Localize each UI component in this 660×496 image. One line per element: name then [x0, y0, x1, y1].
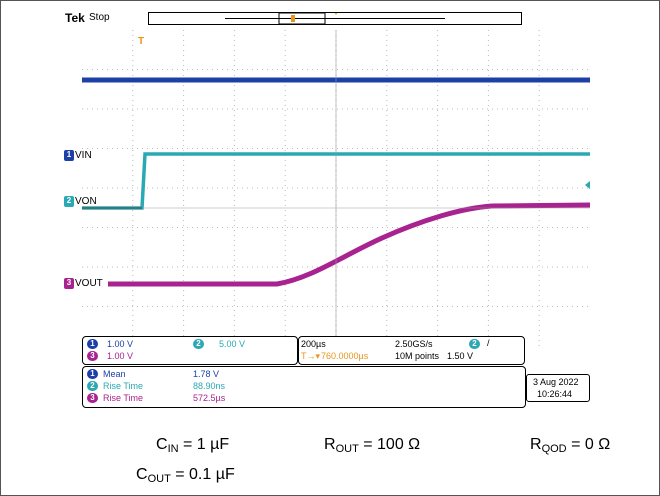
ch2-marker[interactable]: 2	[64, 196, 74, 207]
trigger-position-icon: T→▾	[301, 351, 321, 361]
cout-label: COUT = 0.1 µF	[136, 466, 235, 485]
meas2-badge: 2	[87, 381, 98, 391]
waveform-graticule[interactable]: T	[82, 30, 590, 346]
timing-panel: 200µs 2.50GS/s 2 / T→▾ 760.0000µs 10M po…	[298, 336, 525, 365]
time-value: 10:26:44	[537, 389, 573, 399]
meas3-name: Rise Time	[103, 393, 144, 403]
trigger-slope: /	[487, 338, 490, 348]
scope-header: Tek Stop	[62, 10, 592, 30]
trigger-position: 760.0000µs	[321, 351, 369, 361]
ch3-scale: 1.00 V	[107, 351, 134, 361]
ch3-badge: 3	[87, 351, 98, 361]
acquisition-state: Stop	[89, 12, 110, 23]
rqod-label: RQOD = 0 Ω	[530, 436, 611, 455]
trigger-level: 1.50 V	[447, 351, 474, 361]
record-length: 10M points	[395, 351, 440, 361]
waveform-display: T	[82, 30, 590, 346]
rout-label: ROUT = 100 Ω	[324, 436, 421, 455]
vout-label: VOUT	[75, 278, 103, 289]
ch1-marker[interactable]: 1	[64, 150, 74, 161]
measurements-panel: 1 Mean 1.78 V 2 Rise Time 88.90ns 3 Rise…	[82, 366, 526, 408]
vertical-settings-panel: 1 1.00 V 2 5.00 V 3 1.00 V	[82, 336, 298, 365]
ch2-badge: 2	[193, 339, 204, 349]
meas2-value: 88.90ns	[193, 381, 226, 391]
meas2-name: Rise Time	[103, 381, 144, 391]
vout-trace	[108, 202, 590, 287]
ch2-scale: 5.00 V	[219, 339, 246, 349]
trigger-level-marker	[585, 181, 590, 189]
trigger-source-badge: 2	[469, 339, 480, 349]
meas3-badge: 3	[87, 393, 98, 403]
trigger-time-marker: T	[138, 36, 144, 47]
meas1-name: Mean	[103, 369, 126, 379]
timebase-value: 200µs	[301, 339, 326, 349]
oscilloscope-screen: Tek Stop T 1 VIN 2 VON 3 VOUT	[62, 10, 592, 434]
datetime-box: 3 Aug 2022 10:26:44	[526, 374, 590, 402]
von-label: VON	[75, 196, 97, 207]
record-position-bar[interactable]	[148, 12, 522, 25]
record-window-indicator	[225, 13, 445, 24]
meas1-badge: 1	[87, 369, 98, 379]
ch3-marker[interactable]: 3	[64, 278, 74, 289]
meas3-value: 572.5µs	[193, 393, 226, 403]
brand-logo: Tek	[65, 11, 85, 25]
ch1-scale: 1.00 V	[107, 339, 134, 349]
vin-label: VIN	[75, 150, 92, 161]
date-value: 3 Aug 2022	[533, 377, 579, 387]
meas1-value: 1.78 V	[193, 369, 220, 379]
sample-rate: 2.50GS/s	[395, 339, 433, 349]
cin-label: CIN = 1 µF	[156, 436, 230, 455]
ch1-badge: 1	[87, 339, 98, 349]
